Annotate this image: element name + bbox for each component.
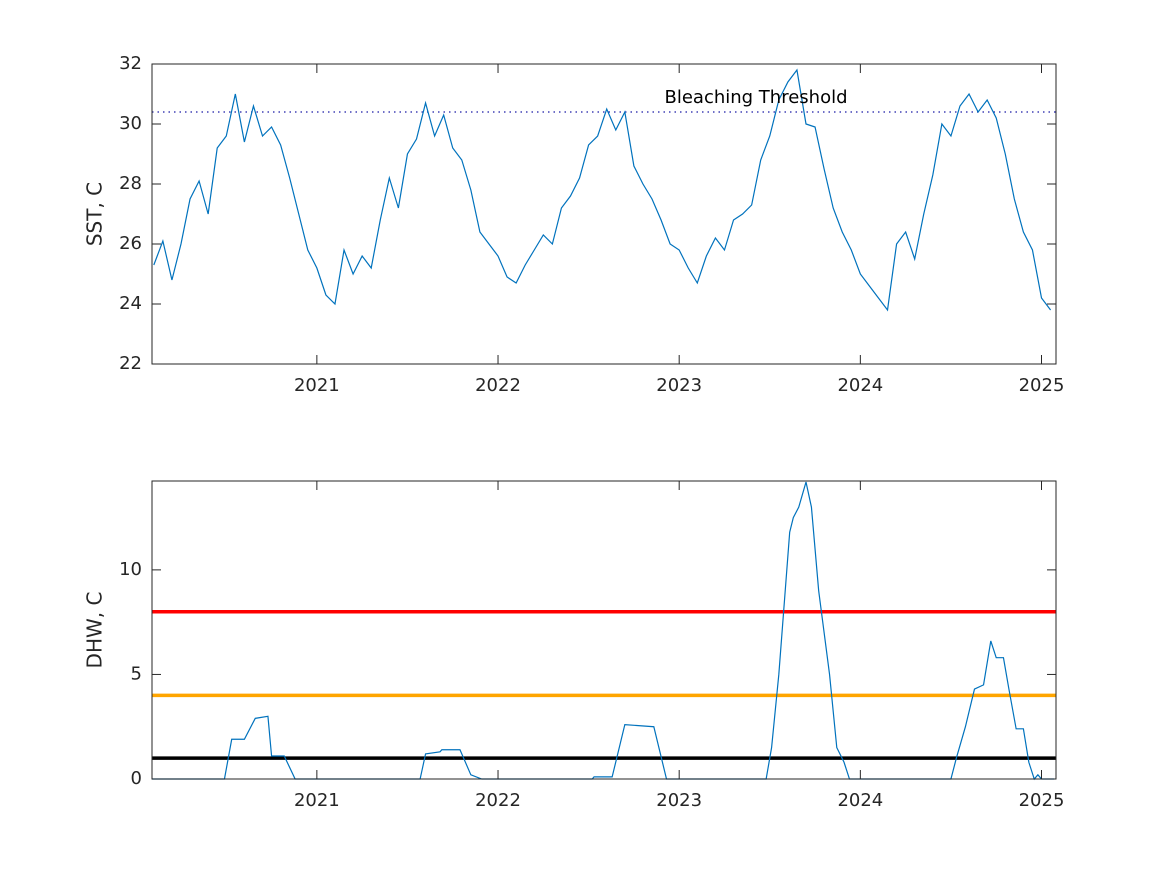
y-tick-label: 32 bbox=[119, 53, 142, 74]
x-tick-label: 2025 bbox=[1019, 375, 1065, 396]
y-tick-label: 10 bbox=[119, 559, 142, 580]
x-tick-label: 2025 bbox=[1019, 790, 1065, 811]
data-line bbox=[153, 68, 1052, 312]
y-tick-label: 22 bbox=[119, 353, 142, 374]
y-tick-label: 0 bbox=[131, 768, 142, 789]
x-tick-label: 2022 bbox=[475, 790, 521, 811]
plot-area bbox=[152, 64, 1056, 364]
axes-box bbox=[151, 480, 1057, 780]
x-tick-label: 2021 bbox=[294, 375, 340, 396]
x-tick-label: 2024 bbox=[837, 375, 883, 396]
y-tick-label: 5 bbox=[131, 663, 142, 684]
axes-box bbox=[151, 63, 1057, 365]
plot-area bbox=[152, 481, 1056, 779]
x-tick-label: 2022 bbox=[475, 375, 521, 396]
x-tick-label: 2023 bbox=[656, 375, 702, 396]
x-tick-label: 2024 bbox=[837, 790, 883, 811]
x-tick-label: 2023 bbox=[656, 790, 702, 811]
annotation: Bleaching Threshold bbox=[664, 87, 847, 108]
y-axis-label: DHW, C bbox=[83, 592, 107, 669]
y-tick-label: 30 bbox=[119, 113, 142, 134]
x-tick-label: 2021 bbox=[294, 790, 340, 811]
y-axis-label: SST, C bbox=[83, 182, 107, 246]
y-tick-label: 26 bbox=[119, 233, 142, 254]
y-tick-label: 28 bbox=[119, 173, 142, 194]
y-tick-label: 24 bbox=[119, 293, 142, 314]
